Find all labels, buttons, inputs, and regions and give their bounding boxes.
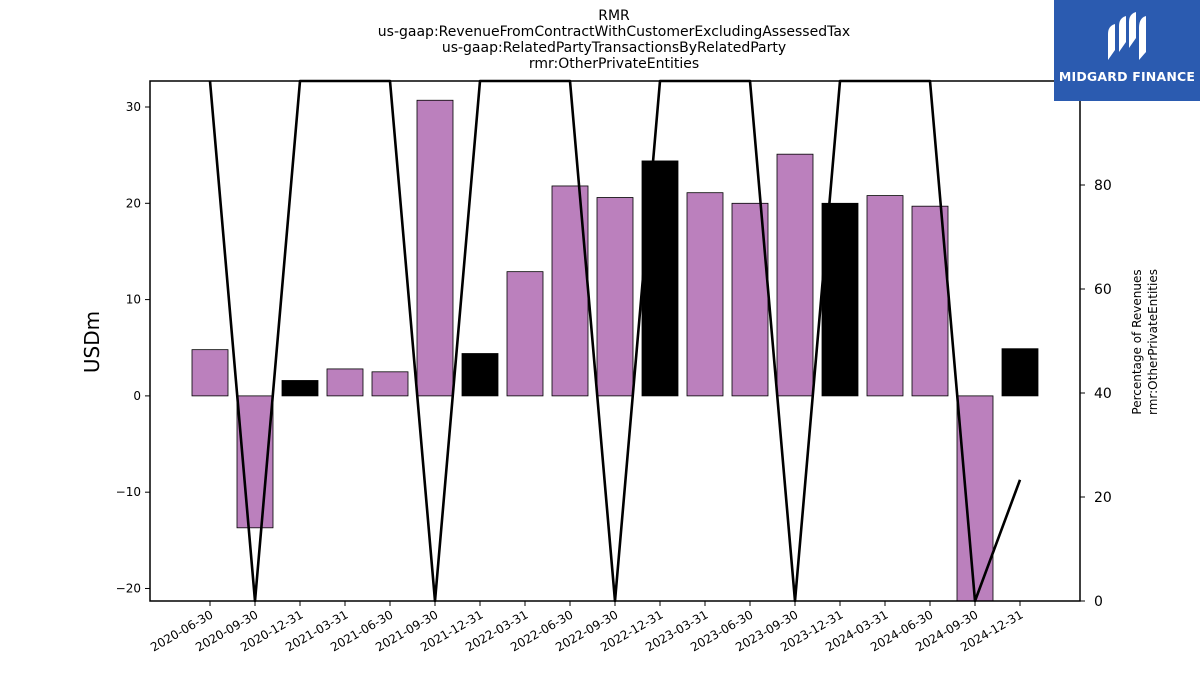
y2-tick-label: 80 (1094, 178, 1112, 194)
bar (731, 202, 769, 397)
y-tick-label: 20 (126, 196, 141, 210)
y2-tick-label: 40 (1094, 386, 1112, 402)
bar (506, 271, 544, 397)
y-tick-label: 10 (126, 293, 141, 307)
title-line: us-gaap:RevenueFromContractWithCustomerE… (378, 24, 850, 40)
bar (326, 368, 364, 397)
logo-mark-icon (1108, 12, 1146, 60)
bar (866, 195, 904, 397)
y-axis-label: USDm (80, 311, 104, 373)
bar (1001, 348, 1039, 397)
bar (641, 160, 679, 397)
axis-labels: USDm Percentage of Revenues rmr:OtherPriva… (80, 269, 1160, 415)
bar (686, 192, 724, 397)
chart-title: RMRus-gaap:RevenueFromContractWithCustom… (378, 8, 850, 72)
logo-text: MIDGARD FINANCE (1058, 69, 1196, 84)
y-tick-label: −10 (116, 485, 141, 499)
brand-logo: MIDGARD FINANCE (1054, 0, 1200, 101)
bar (191, 349, 229, 397)
bar (371, 371, 409, 397)
y-tick-label: 0 (133, 389, 141, 403)
y2-tick-label: 0 (1094, 594, 1103, 610)
bar (416, 99, 454, 397)
y2-tick-label: 60 (1094, 282, 1112, 298)
bar (821, 202, 859, 397)
bar (596, 197, 634, 397)
y-axis-right: 020406080100 (1080, 74, 1121, 610)
y-tick-label: −20 (116, 581, 141, 595)
bar (776, 153, 814, 397)
y-axis-left: −20 −10 0 10 20 30 (116, 100, 150, 595)
title-line: RMR (598, 8, 630, 24)
bar-series (191, 99, 1039, 602)
y2-axis-label: Percentage of Revenues (1130, 269, 1144, 414)
bar (281, 380, 319, 397)
y2-tick-label: 20 (1094, 490, 1112, 506)
bar (911, 205, 949, 397)
y2-axis-label: rmr:OtherPrivateEntities (1146, 269, 1160, 415)
title-line: rmr:OtherPrivateEntities (529, 56, 699, 72)
bar (461, 353, 499, 397)
title-line: us-gaap:RelatedPartyTransactionsByRelate… (442, 40, 786, 56)
x-axis: 2020-06-302020-09-302020-12-312021-03-31… (148, 601, 1026, 654)
y-tick-label: 30 (126, 100, 141, 114)
